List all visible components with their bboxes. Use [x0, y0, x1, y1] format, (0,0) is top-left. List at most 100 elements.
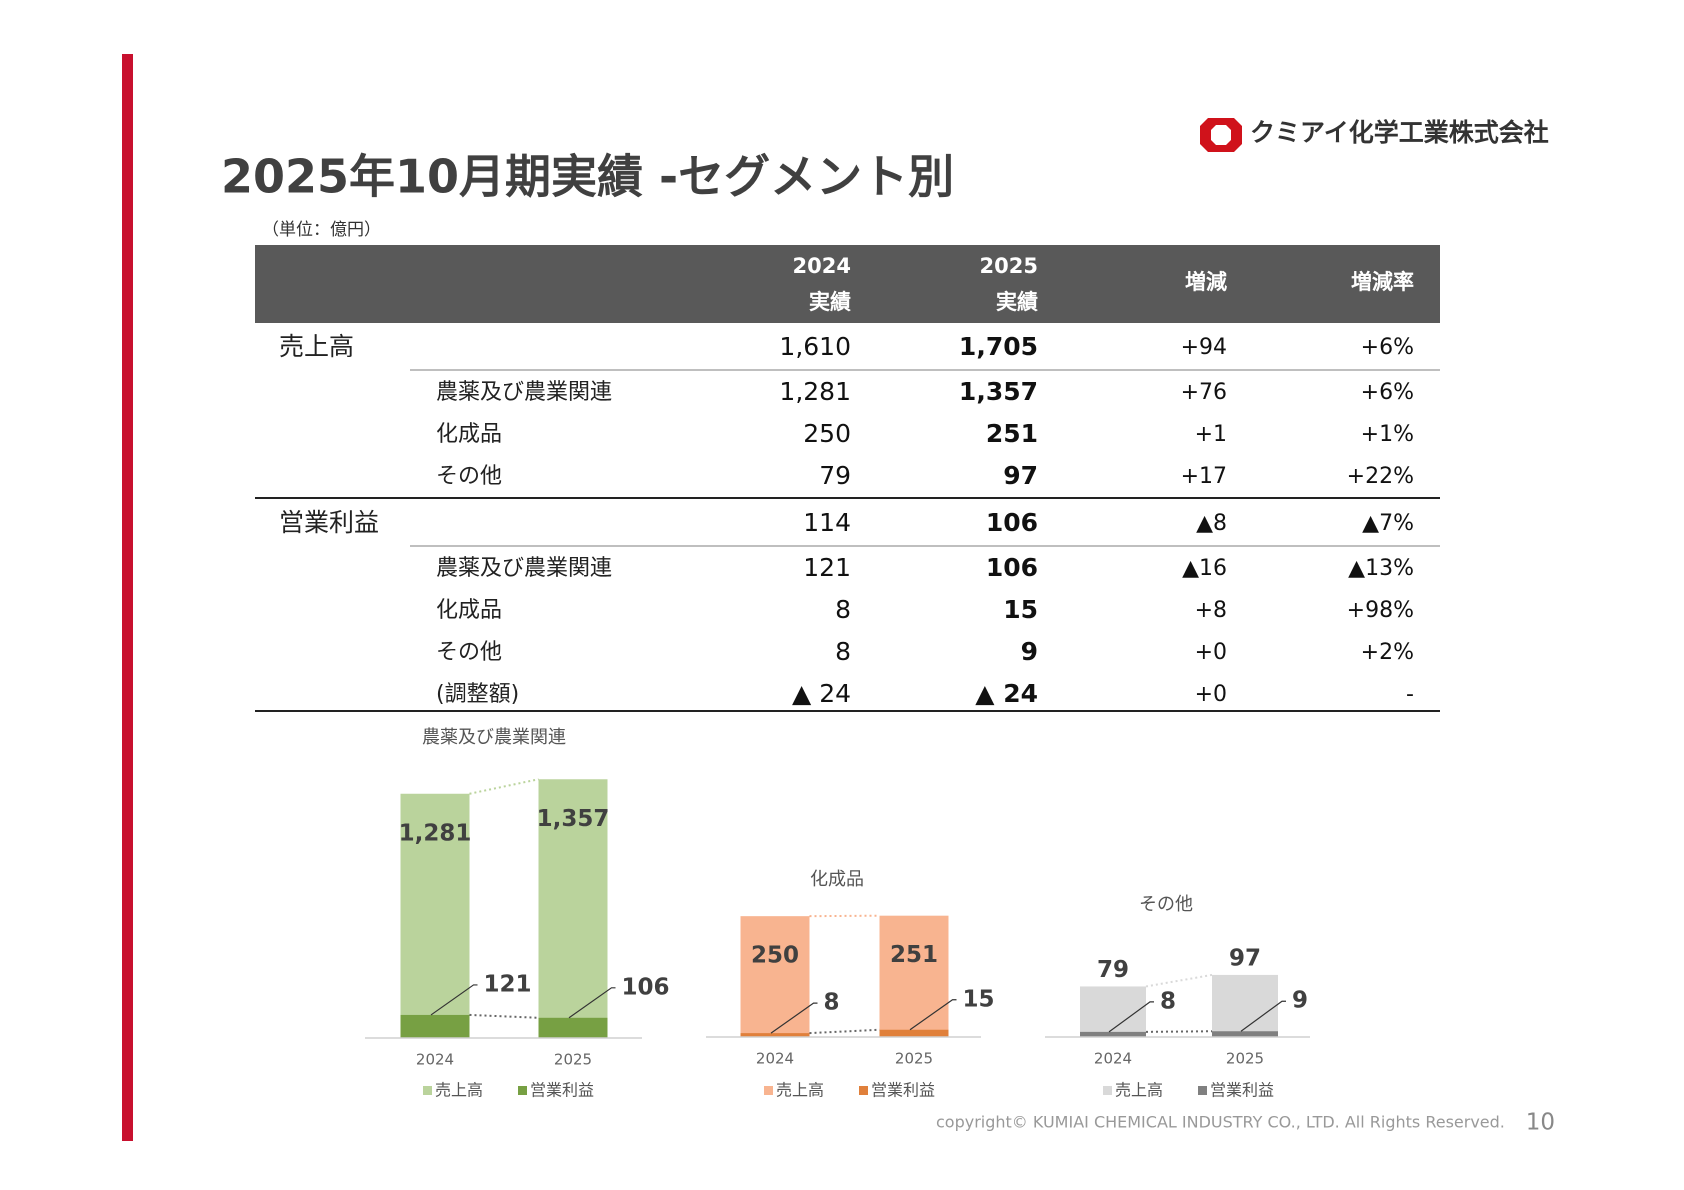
legend-swatch [859, 1086, 868, 1095]
column-header: 増減 [1185, 270, 1227, 294]
cell: +76 [1181, 380, 1227, 405]
cell: 250 [803, 419, 851, 448]
x-tick-label: 2025 [895, 1050, 933, 1068]
profit-bar [400, 1014, 470, 1038]
leader-line [1240, 1000, 1286, 1032]
profit-bar [740, 1033, 810, 1037]
x-tick-label: 2024 [1094, 1050, 1132, 1068]
legend-swatch [1198, 1086, 1207, 1095]
legend-label: 売上高 [1115, 1081, 1163, 1100]
cell: ▲7% [1362, 511, 1414, 536]
column-header: 実績 [996, 290, 1038, 314]
row-label: その他 [436, 464, 502, 489]
chart-title: 化成品 [810, 869, 864, 890]
profit-bar [879, 1029, 949, 1037]
legend-label: 営業利益 [871, 1081, 935, 1100]
legend-swatch [423, 1086, 432, 1095]
cell: - [1406, 682, 1414, 707]
cell: 8 [835, 637, 851, 666]
cell: +17 [1181, 464, 1227, 489]
row-label: 化成品 [436, 422, 502, 447]
cell: ▲16 [1182, 556, 1227, 581]
leader-line [909, 999, 957, 1031]
profit-label: 8 [824, 990, 840, 1016]
x-tick-label: 2025 [1226, 1050, 1264, 1068]
sales-bar [879, 915, 949, 1037]
column-header: 実績 [809, 290, 851, 314]
leader-line [568, 987, 616, 1019]
leader-line [770, 1002, 818, 1034]
sales-bar [1212, 974, 1278, 1037]
profit-label: 106 [622, 974, 670, 1000]
x-tick-label: 2024 [756, 1050, 794, 1068]
row-label: 農薬及び農業関連 [436, 380, 612, 405]
sales-label: 1,357 [537, 806, 610, 832]
profit-label: 9 [1292, 988, 1308, 1014]
series-connector [469, 1013, 539, 1019]
cell: +8 [1195, 598, 1227, 623]
cell: 1,281 [779, 377, 851, 406]
column-header: 2024 [793, 254, 851, 278]
row-label: その他 [436, 640, 502, 665]
column-header: 2025 [980, 254, 1038, 278]
cell: 114 [803, 508, 851, 537]
x-tick-label: 2024 [416, 1051, 454, 1069]
leader-line [430, 984, 478, 1016]
chart-title: その他 [1139, 894, 1193, 915]
profit-bar [538, 1017, 608, 1038]
sales-label: 79 [1097, 957, 1129, 983]
table-header [255, 245, 1440, 323]
cell: 1,357 [959, 377, 1038, 406]
profit-label: 121 [484, 971, 532, 997]
series-connector [469, 778, 539, 795]
cell: +6% [1361, 335, 1414, 360]
cell: ▲ 24 [792, 679, 851, 708]
sales-bar [400, 793, 470, 1038]
chart-title: 農薬及び農業関連 [422, 727, 566, 748]
cell: 106 [986, 508, 1038, 537]
legend-swatch [764, 1086, 773, 1095]
cell: 79 [819, 461, 851, 490]
cell: +1 [1195, 422, 1227, 447]
copyright: copyright© KUMIAI CHEMICAL INDUSTRY CO.,… [936, 1113, 1505, 1132]
sales-label: 1,281 [399, 820, 472, 846]
logo-text: クミアイ化学工業株式会社 [1250, 118, 1549, 147]
series-connector [1145, 973, 1213, 988]
profit-label: 15 [963, 986, 995, 1012]
legend-label: 営業利益 [1210, 1081, 1274, 1100]
column-header: 増減率 [1351, 270, 1414, 294]
sales-bar [740, 916, 810, 1037]
profit-bar [1080, 1031, 1146, 1037]
page-number: 10 [1526, 1110, 1555, 1136]
cell: +2% [1361, 640, 1414, 665]
cell: 9 [1021, 637, 1038, 666]
series-connector [1145, 1030, 1213, 1033]
cell: +1% [1361, 422, 1414, 447]
cell: 121 [803, 553, 851, 582]
row-label: 農薬及び農業関連 [436, 556, 612, 581]
cell: +6% [1361, 380, 1414, 405]
logo: クミアイ化学工業株式会社 [1200, 118, 1549, 152]
section-label: 売上高 [279, 332, 354, 361]
cell: 1,610 [779, 332, 851, 361]
legend-label: 売上高 [435, 1081, 483, 1100]
cell: +22% [1347, 464, 1414, 489]
cell: 97 [1003, 461, 1038, 490]
leader-line [1108, 1001, 1154, 1033]
legend-swatch [1103, 1086, 1112, 1095]
cell: +94 [1181, 335, 1227, 360]
profit-label: 8 [1160, 988, 1176, 1014]
title: 2025年10月期実績 -セグメント別 [221, 150, 954, 204]
cell: +0 [1195, 682, 1227, 707]
cell: ▲13% [1348, 556, 1414, 581]
cell: ▲ 24 [975, 679, 1038, 708]
unit: （単位：億円） [262, 220, 381, 240]
sales-bar [538, 779, 608, 1038]
cell: +0 [1195, 640, 1227, 665]
cell: 8 [835, 595, 851, 624]
sales-label: 251 [890, 942, 938, 968]
cell: +98% [1347, 598, 1414, 623]
